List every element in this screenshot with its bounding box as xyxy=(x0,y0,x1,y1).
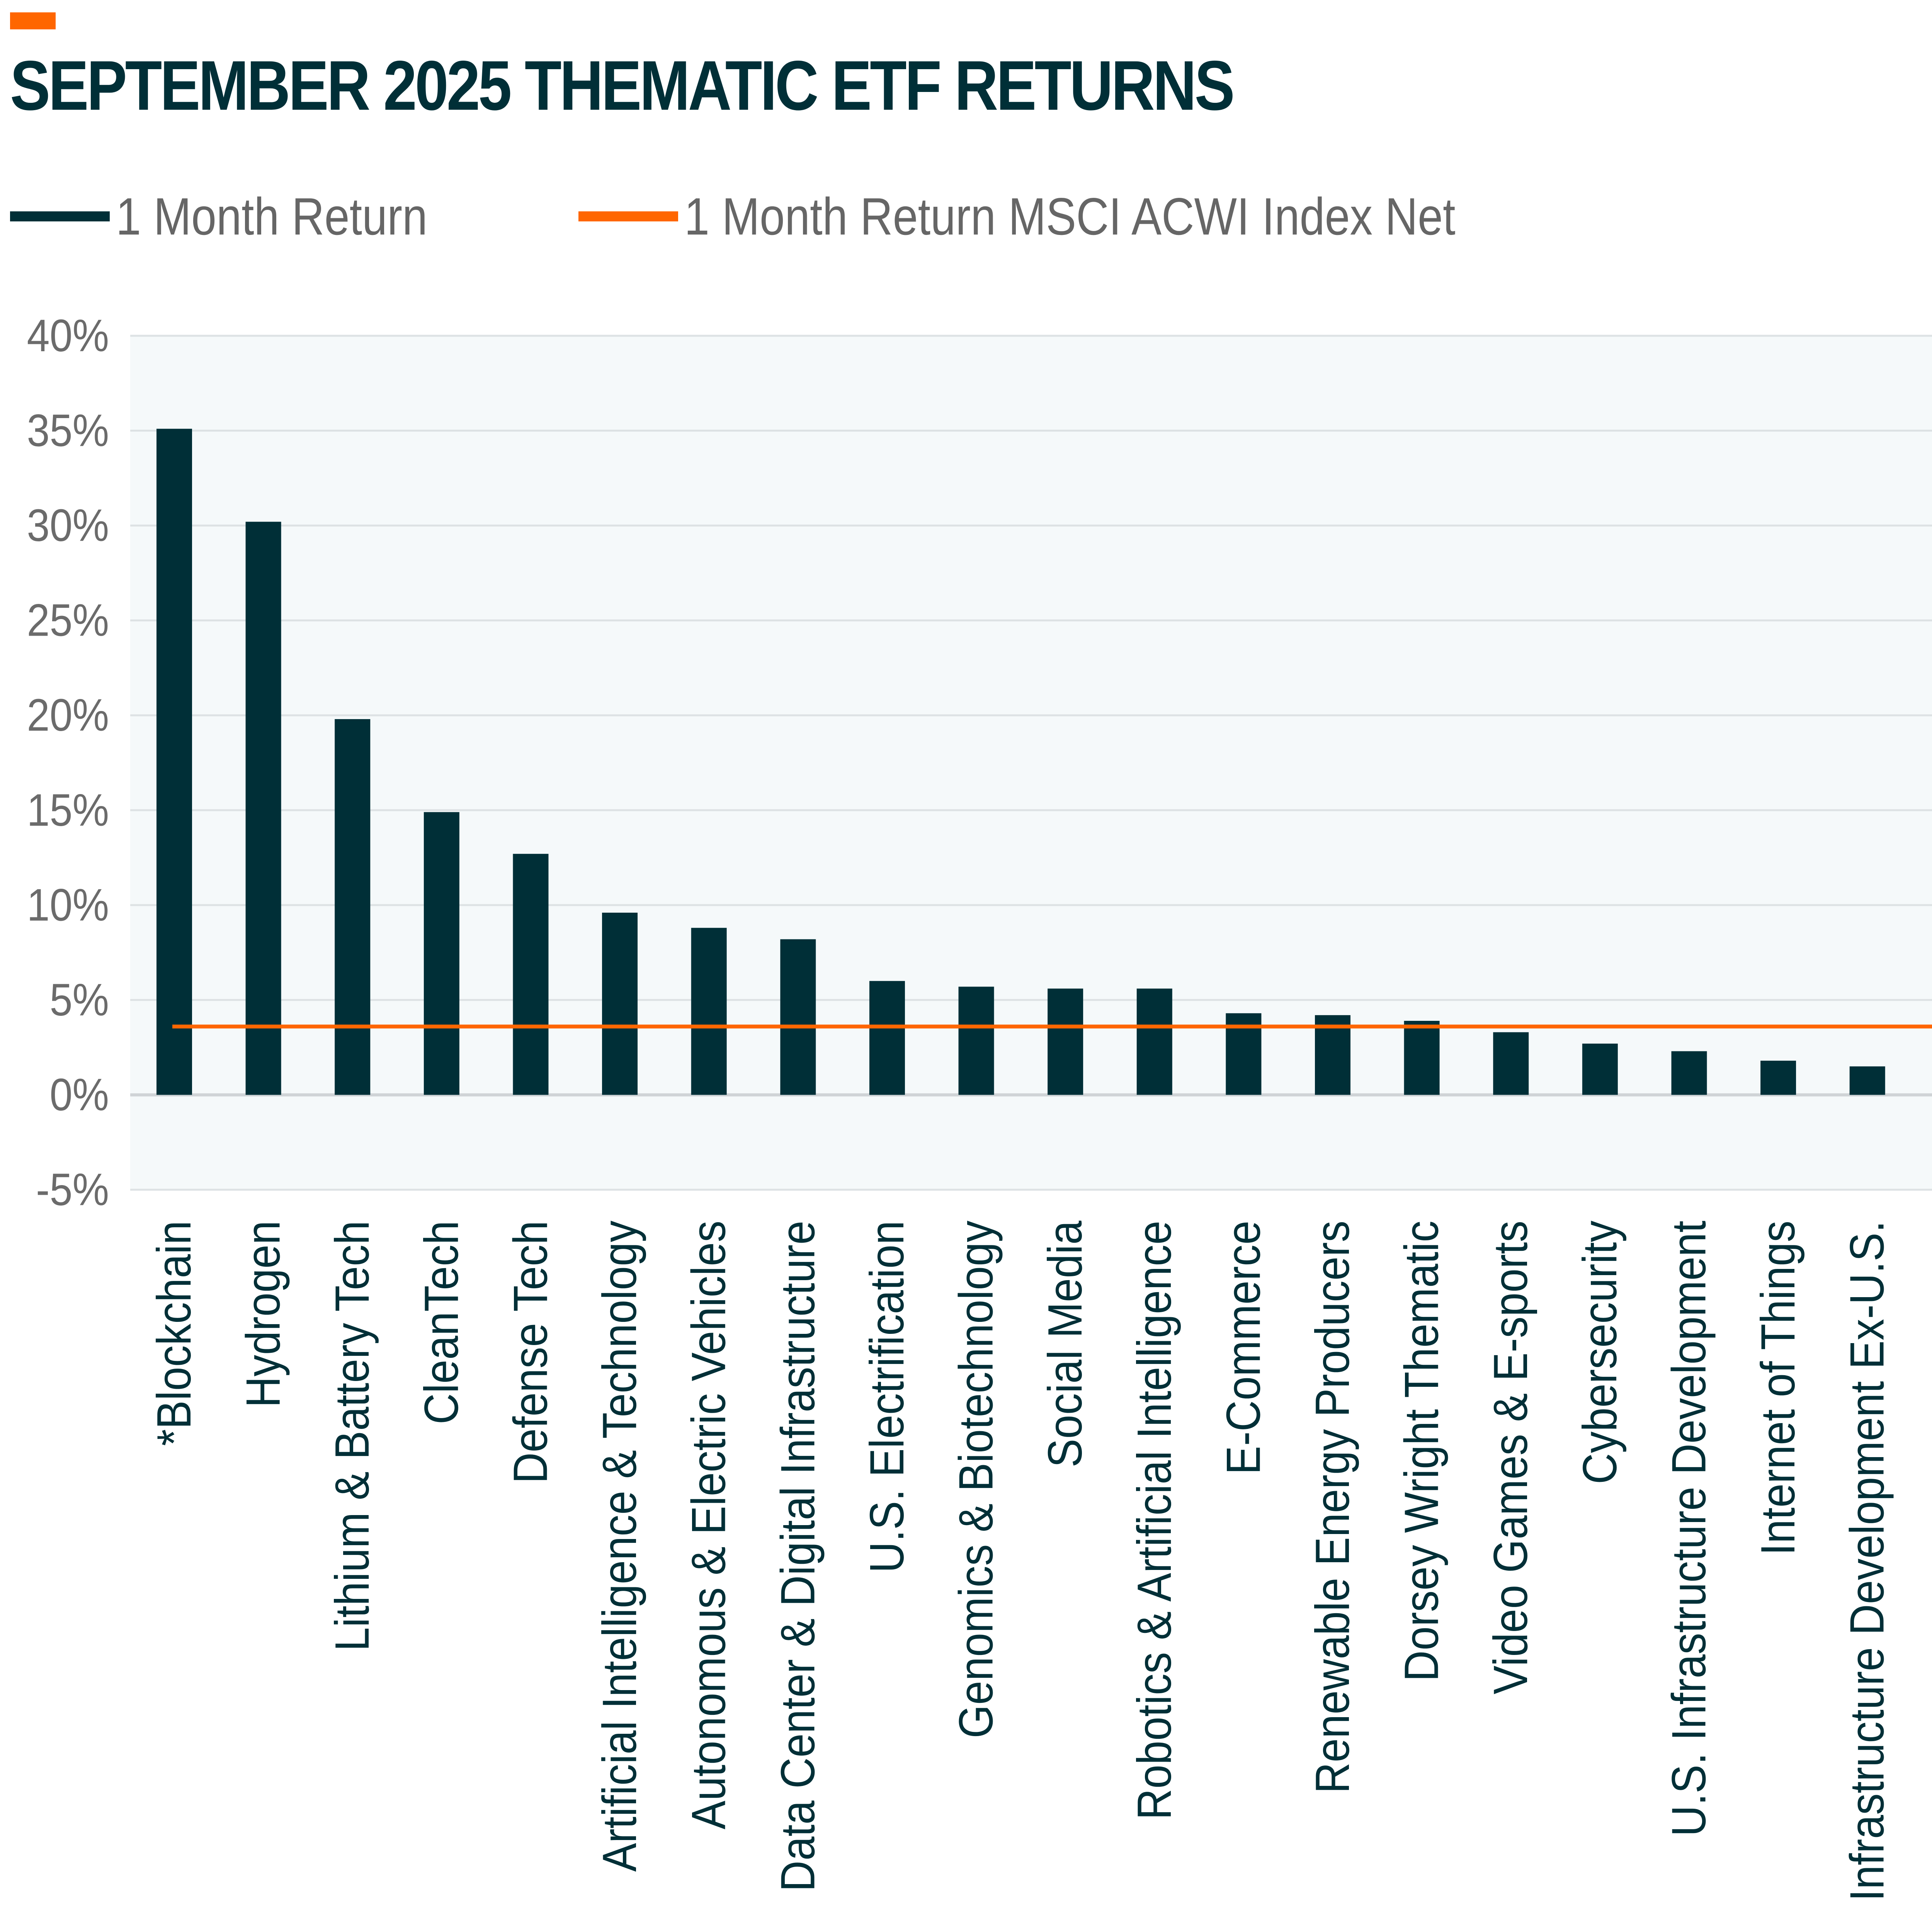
chart-title: SEPTEMBER 2025 THEMATIC ETF RETURNS xyxy=(10,46,1235,125)
bar xyxy=(513,854,549,1095)
y-tick-label: 15% xyxy=(27,784,109,835)
bar xyxy=(156,429,192,1095)
y-tick-label: 30% xyxy=(27,500,109,551)
y-tick-label: 0% xyxy=(50,1069,109,1120)
bars xyxy=(156,429,1885,1095)
x-category-label: Dorsey Wright Thematic xyxy=(1395,1221,1448,1682)
legend-label: 1 Month Return MSCI ACWI Index Net xyxy=(684,187,1456,246)
bar xyxy=(1849,1066,1885,1095)
bar xyxy=(1493,1032,1529,1095)
x-category-label: Hydrogen xyxy=(236,1221,290,1408)
bar xyxy=(335,719,371,1095)
plot-background xyxy=(130,336,1932,1190)
bar xyxy=(1582,1043,1618,1095)
bar xyxy=(780,939,816,1095)
x-category-label: Social Media xyxy=(1038,1221,1092,1468)
x-category-label: E-Commerce xyxy=(1216,1221,1270,1475)
bar xyxy=(691,928,727,1095)
x-category-label: Internet of Things xyxy=(1751,1221,1805,1555)
bar xyxy=(245,522,281,1095)
bar xyxy=(1671,1051,1707,1095)
x-axis-labels: *Blockchain Hydrogen Lithium & Battery Tec… xyxy=(147,1221,1932,1901)
x-category-label: Data Center & Digital Infrastructure xyxy=(771,1221,825,1892)
x-category-label: U.S. Electrification xyxy=(860,1221,913,1573)
x-category-label: Infrastructure Development Ex-U.S. xyxy=(1840,1221,1894,1901)
x-category-label: Cloud Computing xyxy=(1929,1221,1932,1554)
bar xyxy=(869,981,905,1095)
y-tick-label: -5% xyxy=(36,1164,109,1215)
legend: 1 Month Return 1 Month Return MSCI ACWI … xyxy=(10,185,1682,247)
y-tick-label: 35% xyxy=(27,405,109,456)
legend-swatch-msci-acwi xyxy=(578,211,679,221)
x-category-label: Genomics & Biotechnology xyxy=(949,1221,1003,1738)
x-category-label: Renewable Energy Producers xyxy=(1306,1221,1359,1794)
bar xyxy=(1048,988,1083,1095)
x-category-label: CleanTech xyxy=(414,1221,468,1424)
legend-item-fund-return: 1 Month Return xyxy=(10,186,478,247)
x-category-label: Lithium & Battery Tech xyxy=(325,1221,379,1651)
y-tick-label: 40% xyxy=(27,310,109,361)
bar xyxy=(423,812,459,1095)
bar xyxy=(958,986,994,1095)
y-tick-label: 5% xyxy=(50,974,109,1025)
bar xyxy=(1136,988,1172,1095)
x-category-label: Autonomous & Electric Vehicles xyxy=(682,1221,735,1829)
x-category-label: Cybersecurity xyxy=(1573,1221,1626,1484)
legend-swatch-fund-return xyxy=(10,211,110,221)
legend-label: 1 Month Return xyxy=(116,187,428,246)
x-category-label: Defense Tech xyxy=(503,1221,557,1483)
x-category-label: Artificial Intelligence & Technology xyxy=(593,1221,646,1872)
y-axis-ticks: -5% 0% 5% 10% 15% 20% 25% 30% 35% 40% xyxy=(27,310,109,1215)
y-tick-label: 25% xyxy=(27,594,109,645)
y-tick-label: 20% xyxy=(27,689,109,740)
brand-accent-bar xyxy=(10,12,56,29)
y-tick-label: 10% xyxy=(27,879,109,930)
x-category-label: U.S. Infrastructure Development xyxy=(1662,1221,1716,1837)
x-category-label: *Blockchain xyxy=(147,1221,201,1446)
bar xyxy=(602,912,638,1095)
bar xyxy=(1760,1061,1796,1095)
bar xyxy=(1404,1020,1440,1095)
x-category-label: Robotics & Artificial Intelligence xyxy=(1127,1221,1181,1820)
legend-item-msci-acwi: 1 Month Return MSCI ACWI Index Net xyxy=(578,186,1581,247)
x-category-label: Video Games & E-sports xyxy=(1484,1221,1537,1694)
